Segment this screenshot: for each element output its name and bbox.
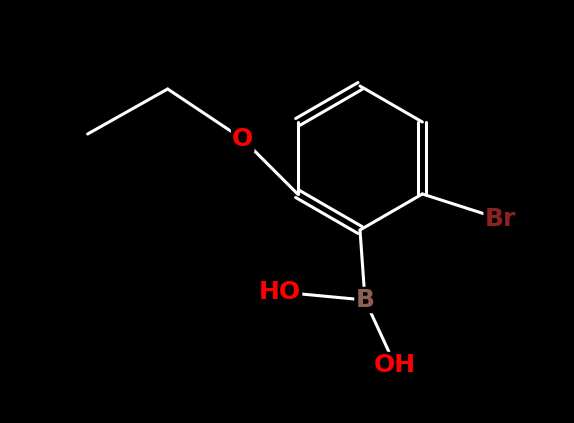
Text: B: B: [355, 288, 374, 312]
Text: Br: Br: [484, 207, 516, 231]
Text: O: O: [232, 127, 253, 151]
Text: OH: OH: [374, 353, 416, 377]
Text: HO: HO: [259, 280, 301, 304]
